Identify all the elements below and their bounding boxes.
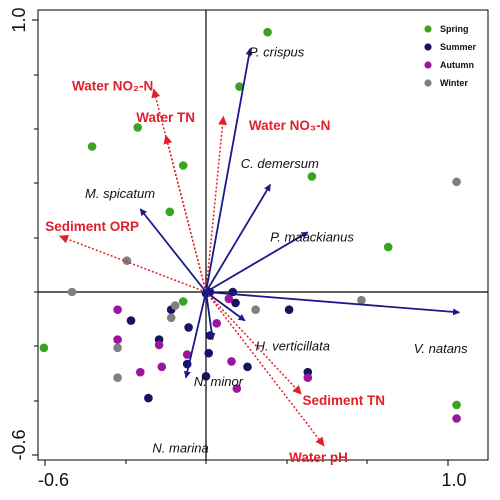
point-winter-4 <box>357 295 366 305</box>
env-label-water-no-n: Water NO₂-N <box>72 79 153 94</box>
point-spring-7 <box>165 207 175 217</box>
species-arrow-n-marina <box>183 291 207 379</box>
env-label-water-no-n: Water NO₃-N <box>249 118 331 133</box>
point-autumn-12 <box>452 414 461 423</box>
species-label-c-demersum: C. demersum <box>241 156 319 171</box>
species-label-h-verticillata: H. verticillata <box>256 339 330 354</box>
env-arrow-water-ph <box>205 291 325 447</box>
series-summer <box>126 287 313 403</box>
point-winter-7 <box>166 313 176 323</box>
species-arrow-c-demersum <box>205 183 272 293</box>
point-autumn-2 <box>113 305 122 315</box>
point-summer-7 <box>126 316 136 325</box>
species-arrow-h-verticillata <box>205 291 246 322</box>
point-spring-9 <box>178 297 188 306</box>
axis-ticks <box>32 19 449 466</box>
species-label-n-minor: N. minor <box>194 374 244 389</box>
legend-label-winter: Winter <box>440 78 468 88</box>
point-winter-9 <box>113 373 122 383</box>
point-spring-8 <box>383 242 393 252</box>
point-spring-2 <box>235 82 244 91</box>
species-arrow-v-natans <box>205 291 460 316</box>
point-winter-2 <box>122 256 132 266</box>
point-autumn-5 <box>154 340 164 350</box>
point-autumn-10 <box>303 373 313 383</box>
species-arrow-m-spicatum <box>139 208 207 293</box>
x-tick-label-min: -0.6 <box>38 470 69 490</box>
env-arrow-water-tn <box>163 134 207 293</box>
legend: Spring Summer Autumn Winter <box>424 24 477 88</box>
point-spring-11 <box>452 400 461 410</box>
environment-arrows: Water NO₂-N Water TN Water NO₃-N Sediment O… <box>45 79 385 465</box>
legend-marker-autumn <box>424 61 432 69</box>
species-label-v-natans: V. natans <box>414 341 468 356</box>
legend-label-autumn: Autumn <box>440 60 474 70</box>
point-summer-13 <box>243 362 252 372</box>
point-autumn-6 <box>182 350 192 359</box>
y-tick-label-max: 1.0 <box>9 7 29 32</box>
env-label-water-tn: Water TN <box>136 110 195 125</box>
point-summer-8 <box>184 323 193 332</box>
point-summer-15 <box>201 372 211 381</box>
series-winter <box>67 177 461 383</box>
point-summer-5 <box>284 305 294 315</box>
point-winter-6 <box>251 305 260 315</box>
plot-frame <box>37 9 489 461</box>
species-arrows: P. crispus M. spicatum C. demersum P. maack… <box>85 45 468 456</box>
point-spring-1 <box>263 27 272 37</box>
env-label-sediment-orp: Sediment ORP <box>45 219 139 234</box>
point-summer-11 <box>204 348 213 358</box>
point-summer-16 <box>144 393 153 403</box>
series-autumn <box>113 294 461 423</box>
point-spring-3 <box>133 123 142 132</box>
species-label-p-crispus: P. crispus <box>249 45 305 60</box>
species-label-n-marina: N. marina <box>152 441 208 456</box>
point-autumn-8 <box>157 362 167 372</box>
env-label-sediment-tn: Sediment TN <box>303 393 386 408</box>
legend-label-spring: Spring <box>440 24 469 34</box>
species-label-m-spicatum: M. spicatum <box>85 186 155 201</box>
point-autumn-1 <box>224 294 234 304</box>
sample-points <box>39 27 461 423</box>
env-arrow-water-no-n <box>205 115 228 293</box>
legend-marker-summer <box>424 43 432 51</box>
point-autumn-4 <box>113 335 122 344</box>
species-label-p-maackianus: P. maackianus <box>270 230 354 245</box>
point-autumn-7 <box>227 357 236 366</box>
species-arrow-p-maackianus <box>205 231 309 293</box>
point-summer-4 <box>231 298 240 308</box>
point-spring-5 <box>178 161 188 170</box>
legend-marker-spring <box>424 25 432 33</box>
env-label-water-ph: Water pH <box>289 450 348 465</box>
point-autumn-3 <box>212 319 221 328</box>
point-autumn-9 <box>136 367 145 377</box>
legend-marker-winter <box>424 79 432 87</box>
point-spring-4 <box>87 142 97 151</box>
point-spring-6 <box>307 172 317 181</box>
species-arrow-p-crispus <box>205 47 253 293</box>
point-winter-8 <box>113 343 122 353</box>
point-winter-1 <box>452 177 461 187</box>
point-winter-3 <box>67 287 77 297</box>
series-spring <box>39 27 461 410</box>
point-autumn-11 <box>232 384 242 393</box>
x-tick-label-max: 1.0 <box>441 470 466 490</box>
point-winter-5 <box>170 301 180 310</box>
species-arrow-n-minor <box>205 291 216 341</box>
point-spring-10 <box>39 343 49 353</box>
env-arrow-sediment-tn <box>205 291 302 395</box>
y-tick-label-min: -0.6 <box>9 429 29 460</box>
legend-label-summer: Summer <box>440 42 477 52</box>
